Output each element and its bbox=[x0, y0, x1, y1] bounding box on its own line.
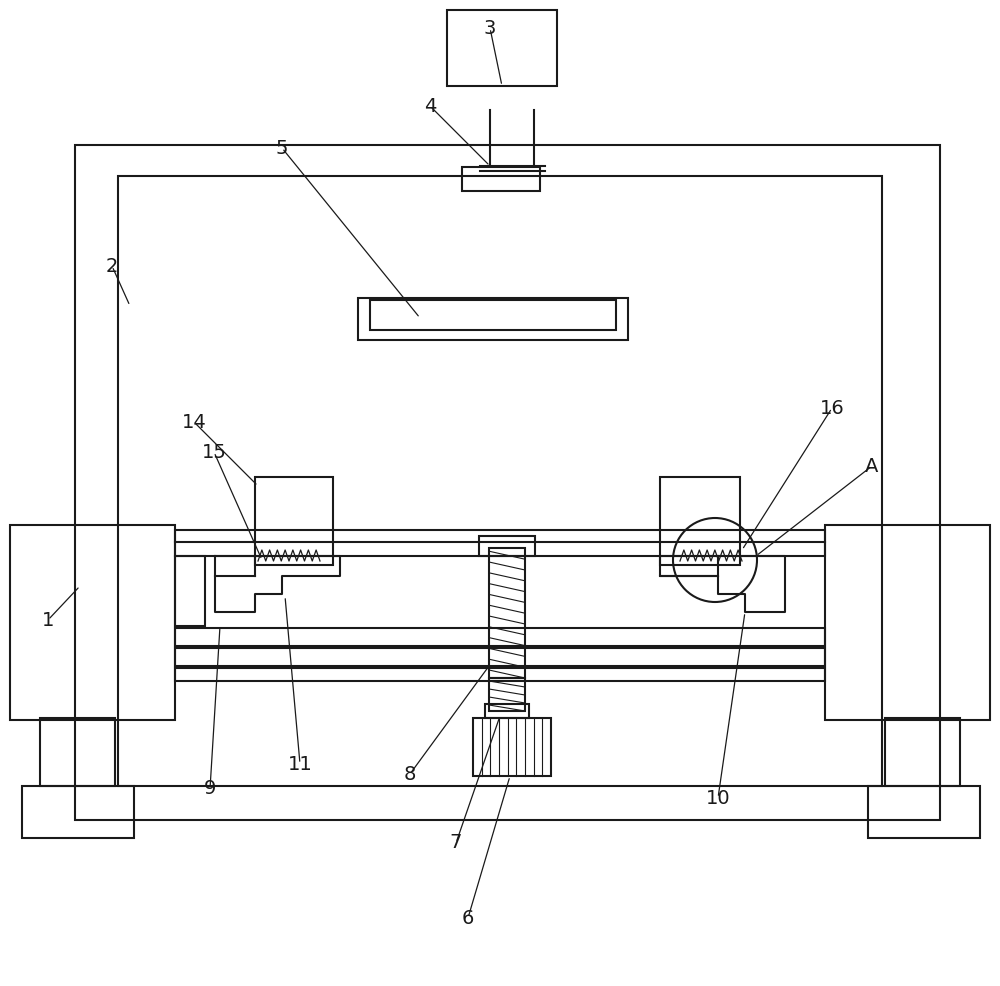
Text: 7: 7 bbox=[450, 833, 462, 853]
Bar bbox=[485, 704, 529, 718]
Text: 1: 1 bbox=[42, 610, 54, 629]
Bar bbox=[825, 525, 990, 720]
Bar bbox=[462, 167, 540, 191]
Text: 8: 8 bbox=[404, 764, 416, 784]
Text: 14: 14 bbox=[182, 412, 206, 432]
Bar bbox=[447, 10, 557, 86]
Bar bbox=[660, 477, 740, 565]
Bar bbox=[473, 718, 551, 776]
Text: 10: 10 bbox=[706, 789, 730, 808]
Bar bbox=[868, 786, 980, 838]
Bar bbox=[885, 718, 960, 786]
Text: 2: 2 bbox=[106, 256, 118, 275]
Bar bbox=[175, 530, 825, 556]
Bar bbox=[489, 548, 525, 678]
Bar bbox=[370, 300, 616, 330]
Bar bbox=[118, 176, 882, 786]
Bar bbox=[358, 298, 628, 340]
Bar bbox=[175, 648, 825, 666]
Bar bbox=[175, 628, 825, 646]
Text: A: A bbox=[865, 457, 879, 475]
Bar bbox=[175, 668, 825, 681]
Text: 3: 3 bbox=[484, 19, 496, 37]
Text: 9: 9 bbox=[204, 780, 216, 799]
Bar bbox=[75, 145, 940, 820]
Bar bbox=[489, 678, 525, 711]
Text: 15: 15 bbox=[202, 443, 226, 461]
Bar bbox=[22, 786, 134, 838]
Bar bbox=[40, 718, 115, 786]
Text: 6: 6 bbox=[462, 908, 474, 928]
Text: 16: 16 bbox=[820, 398, 844, 417]
Text: 4: 4 bbox=[424, 97, 436, 115]
Text: 11: 11 bbox=[288, 754, 312, 773]
Bar bbox=[10, 525, 175, 720]
Bar bbox=[255, 477, 333, 565]
Bar bbox=[479, 536, 535, 556]
Bar bbox=[175, 556, 205, 626]
Text: 5: 5 bbox=[276, 138, 288, 158]
